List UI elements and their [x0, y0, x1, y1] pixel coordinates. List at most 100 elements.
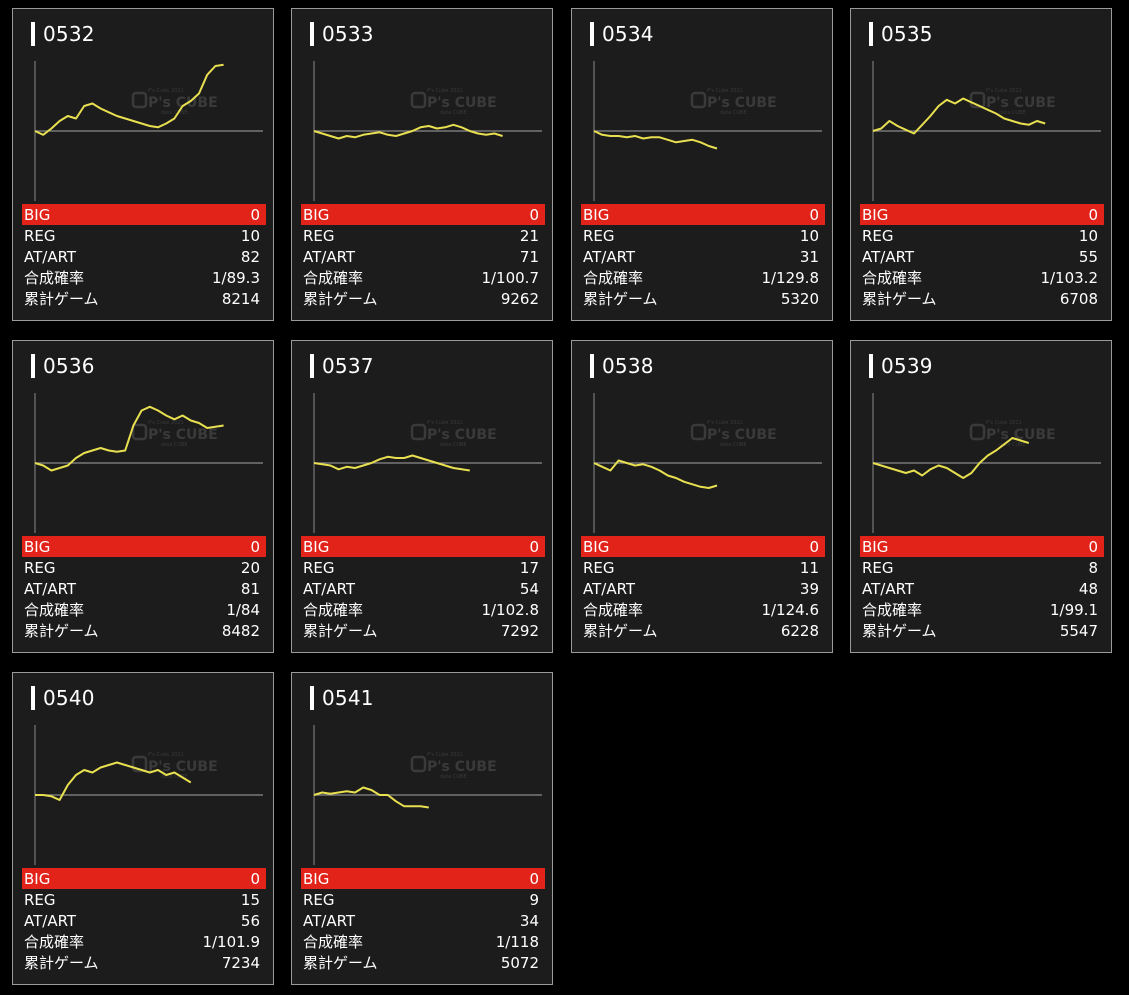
machine-card[interactable]: 0539 P's Cube 2021 P's CUBE data CUBE BI…: [850, 340, 1112, 653]
big-value: 0: [529, 205, 539, 224]
title-bar: [869, 354, 873, 378]
stat-row-big: BIG 0: [22, 536, 266, 557]
machine-number: 0540: [43, 686, 95, 710]
stat-row-games: 累計ゲーム 6228: [581, 620, 825, 641]
machine-card[interactable]: 0541 P's Cube 2021 P's CUBE data CUBE BI…: [291, 672, 553, 985]
machine-number: 0538: [602, 354, 654, 378]
stat-row-reg: REG 20: [22, 557, 266, 578]
prob-value: 1/102.8: [481, 600, 539, 619]
reg-label: REG: [862, 558, 894, 577]
machine-card[interactable]: 0535 P's Cube 2021 P's CUBE data CUBE BI…: [850, 8, 1112, 321]
reg-label: REG: [303, 226, 335, 245]
stat-row-reg: REG 8: [860, 557, 1104, 578]
machine-card[interactable]: 0538 P's Cube 2021 P's CUBE data CUBE BI…: [571, 340, 833, 653]
watermark-text: P's CUBE: [148, 759, 218, 775]
reg-value: 11: [799, 558, 819, 577]
machine-number: 0535: [881, 22, 933, 46]
stat-row-games: 累計ゲーム 5320: [581, 288, 825, 309]
reg-label: REG: [583, 558, 615, 577]
stat-row-reg: REG 10: [22, 225, 266, 246]
machine-card[interactable]: 0537 P's Cube 2021 P's CUBE data CUBE BI…: [291, 340, 553, 653]
machine-card[interactable]: 0536 P's Cube 2021 P's CUBE data CUBE BI…: [12, 340, 274, 653]
title-bar: [310, 22, 314, 46]
slump-line: [313, 786, 429, 809]
title-bar: [31, 22, 35, 46]
prob-value: 1/124.6: [761, 600, 819, 619]
stat-row-atart: AT/ART 56: [22, 910, 266, 931]
stat-row-games: 累計ゲーム 8214: [22, 288, 266, 309]
atart-label: AT/ART: [303, 247, 356, 266]
big-label: BIG: [303, 537, 330, 556]
big-label: BIG: [862, 537, 889, 556]
big-value: 0: [250, 205, 260, 224]
machine-card[interactable]: 0540 P's Cube 2021 P's CUBE data CUBE BI…: [12, 672, 274, 985]
atart-value: 34: [519, 911, 539, 930]
watermark-logo: P's Cube 2021 P's CUBE data CUBE: [690, 420, 777, 448]
slump-line: [593, 459, 718, 489]
machine-card[interactable]: 0533 P's Cube 2021 P's CUBE data CUBE BI…: [291, 8, 553, 321]
big-label: BIG: [24, 537, 51, 556]
machine-number: 0533: [322, 22, 374, 46]
stat-row-atart: AT/ART 55: [860, 246, 1104, 267]
watermark-small-bottom: data CUBE: [161, 774, 188, 780]
atart-label: AT/ART: [583, 247, 636, 266]
slump-graph: P's Cube 2021 P's CUBE data CUBE: [872, 393, 1101, 533]
watermark-small-top: P's Cube 2021: [986, 88, 1022, 94]
slump-line: [34, 63, 224, 136]
games-value: 7292: [500, 621, 539, 640]
watermark-small-bottom: data CUBE: [440, 110, 467, 116]
watermark-logo: P's Cube 2021 P's CUBE data CUBE: [410, 88, 497, 116]
reg-value: 21: [519, 226, 539, 245]
stat-row-prob: 合成確率 1/100.7: [301, 267, 545, 288]
stats-table: BIG 0 REG 10 AT/ART 82 合成確率 1/89.3 累計ゲーム…: [22, 204, 266, 309]
prob-label: 合成確率: [303, 269, 364, 287]
stat-row-prob: 合成確率 1/84: [22, 599, 266, 620]
slump-line: [34, 405, 224, 472]
reg-label: REG: [303, 890, 335, 909]
games-label: 累計ゲーム: [303, 622, 378, 640]
prob-label: 合成確率: [24, 933, 85, 951]
stat-row-atart: AT/ART 81: [22, 578, 266, 599]
big-label: BIG: [303, 205, 330, 224]
games-label: 累計ゲーム: [24, 622, 99, 640]
watermark-small-bottom: data CUBE: [720, 110, 747, 116]
games-value: 5547: [1059, 621, 1098, 640]
machine-card[interactable]: 0532 P's Cube 2021 P's CUBE data CUBE BI…: [12, 8, 274, 321]
big-value: 0: [1088, 205, 1098, 224]
watermark-logo: P's Cube 2021 P's CUBE data CUBE: [690, 88, 777, 116]
stat-row-reg: REG 10: [860, 225, 1104, 246]
prob-label: 合成確率: [862, 601, 923, 619]
card-title: 0537: [310, 353, 374, 379]
reg-label: REG: [24, 558, 56, 577]
watermark-text: P's CUBE: [148, 427, 218, 443]
slump-graph: P's Cube 2021 P's CUBE data CUBE: [34, 393, 263, 533]
reg-value: 17: [519, 558, 539, 577]
prob-label: 合成確率: [24, 269, 85, 287]
stat-row-games: 累計ゲーム 5072: [301, 952, 545, 973]
watermark-logo: P's Cube 2021 P's CUBE data CUBE: [969, 88, 1056, 116]
stats-table: BIG 0 REG 21 AT/ART 71 合成確率 1/100.7 累計ゲー…: [301, 204, 545, 309]
big-label: BIG: [583, 205, 610, 224]
watermark-text: P's CUBE: [427, 95, 497, 111]
games-label: 累計ゲーム: [24, 290, 99, 308]
stat-row-reg: REG 15: [22, 889, 266, 910]
machine-number: 0537: [322, 354, 374, 378]
prob-value: 1/84: [226, 600, 260, 619]
atart-value: 82: [240, 247, 260, 266]
games-label: 累計ゲーム: [862, 290, 937, 308]
watermark-small-top: P's Cube 2021: [148, 752, 184, 758]
reg-value: 10: [799, 226, 819, 245]
machine-number: 0532: [43, 22, 95, 46]
card-title: 0532: [31, 21, 95, 47]
big-value: 0: [250, 869, 260, 888]
big-value: 0: [529, 537, 539, 556]
games-label: 累計ゲーム: [24, 954, 99, 972]
stat-row-atart: AT/ART 39: [581, 578, 825, 599]
machine-card[interactable]: 0534 P's Cube 2021 P's CUBE data CUBE BI…: [571, 8, 833, 321]
watermark-small-bottom: data CUBE: [999, 110, 1026, 116]
stat-row-prob: 合成確率 1/103.2: [860, 267, 1104, 288]
games-value: 6708: [1059, 289, 1098, 308]
stat-row-prob: 合成確率 1/99.1: [860, 599, 1104, 620]
watermark-text: P's CUBE: [707, 427, 777, 443]
watermark-logo: P's Cube 2021 P's CUBE data CUBE: [410, 752, 497, 780]
